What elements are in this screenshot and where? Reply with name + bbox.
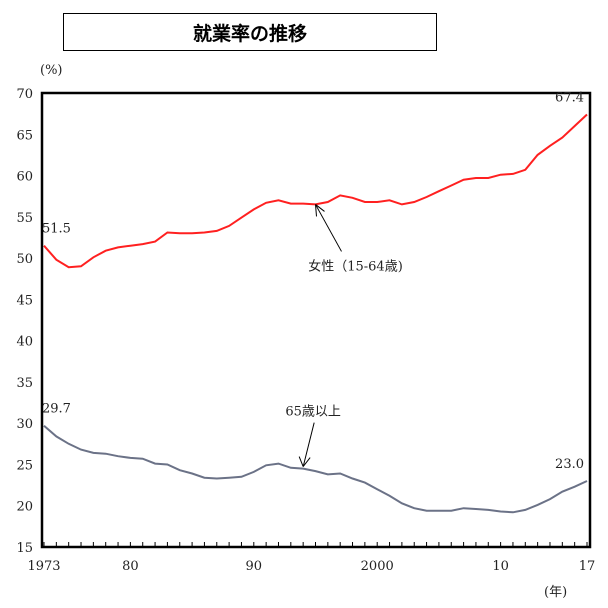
annotation-arrow [315,204,342,252]
x-tick-label: 1973 [27,559,60,574]
x-tick-label: 10 [492,559,509,574]
x-tick-label: 80 [122,559,139,574]
x-tick-label: 2000 [361,559,394,574]
data-label: 29.7 [42,402,71,417]
y-tick-label: 25 [16,458,33,473]
series-line-1 [43,424,588,514]
series-label-women: 女性（15-64歳) [308,258,403,274]
chart-title: 就業率の推移 [63,13,437,51]
y-axis-unit: (%) [40,63,63,78]
y-tick-label: 30 [16,417,33,432]
series-label-elderly: 65歳以上 [285,405,341,420]
y-tick-label: 40 [16,335,33,350]
y-tick-label: 55 [16,211,33,226]
data-label: 67.4 [555,90,584,105]
y-tick-label: 50 [16,252,33,267]
x-tick-label: 17 [579,559,596,574]
y-tick-label: 60 [16,170,33,185]
series-line-0 [43,113,588,269]
x-tick-label: 90 [246,559,263,574]
arrow-head [298,456,311,467]
annotation-arrow [302,422,315,467]
y-tick-label: 20 [16,500,33,515]
y-tick-label: 15 [16,541,33,556]
plot-frame [40,91,592,549]
y-tick-label: 45 [16,293,33,308]
data-label: 23.0 [555,457,584,472]
y-tick-label: 70 [16,87,33,102]
arrow-head [315,204,325,217]
x-axis-unit: (年) [544,585,567,600]
y-tick-label: 35 [16,376,33,391]
y-tick-label: 65 [16,128,33,143]
data-label: 51.5 [42,222,71,237]
